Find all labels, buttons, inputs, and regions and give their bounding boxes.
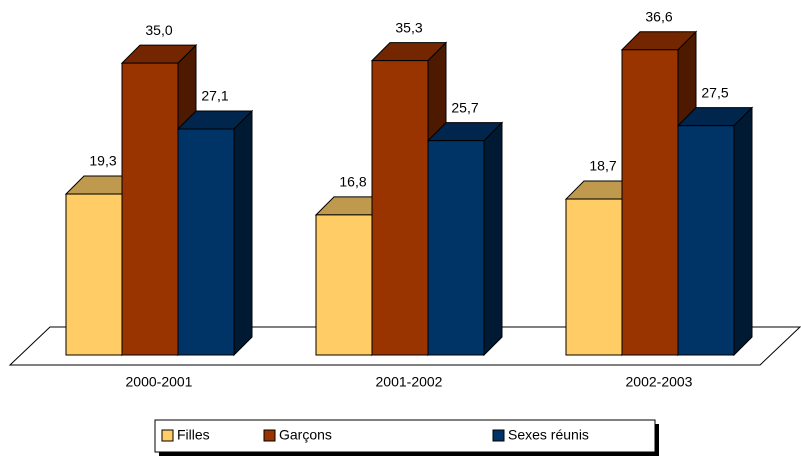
bar	[65, 193, 123, 356]
bar	[121, 62, 179, 356]
bar	[177, 128, 235, 356]
value-label: 36,6	[645, 8, 672, 24]
legend-box	[154, 419, 656, 453]
value-label: 18,7	[589, 158, 616, 174]
bar	[621, 49, 679, 356]
bar-side	[233, 109, 253, 357]
legend-label: Garçons	[279, 427, 332, 443]
legend-swatch	[263, 429, 276, 442]
value-label: 27,1	[201, 88, 228, 104]
value-label: 19,3	[89, 153, 116, 169]
bar	[677, 125, 735, 356]
legend-label: Sexes réunis	[508, 427, 589, 443]
x-tick-label: 2002-2003	[626, 374, 693, 390]
bar-side	[733, 106, 753, 357]
legend-swatch	[492, 429, 505, 442]
value-label: 16,8	[339, 174, 366, 190]
x-tick-label: 2001-2002	[376, 374, 443, 390]
legend-swatch	[161, 429, 174, 442]
bar	[315, 214, 373, 356]
value-label: 35,3	[395, 19, 422, 35]
value-label: 35,0	[145, 22, 172, 38]
x-tick-label: 2000-2001	[126, 374, 193, 390]
bar	[427, 140, 485, 356]
legend-label: Filles	[177, 427, 210, 443]
bar	[565, 198, 623, 356]
value-label: 27,5	[701, 84, 728, 100]
bar	[371, 60, 429, 356]
value-label: 25,7	[451, 99, 478, 115]
bar-side	[483, 121, 503, 357]
